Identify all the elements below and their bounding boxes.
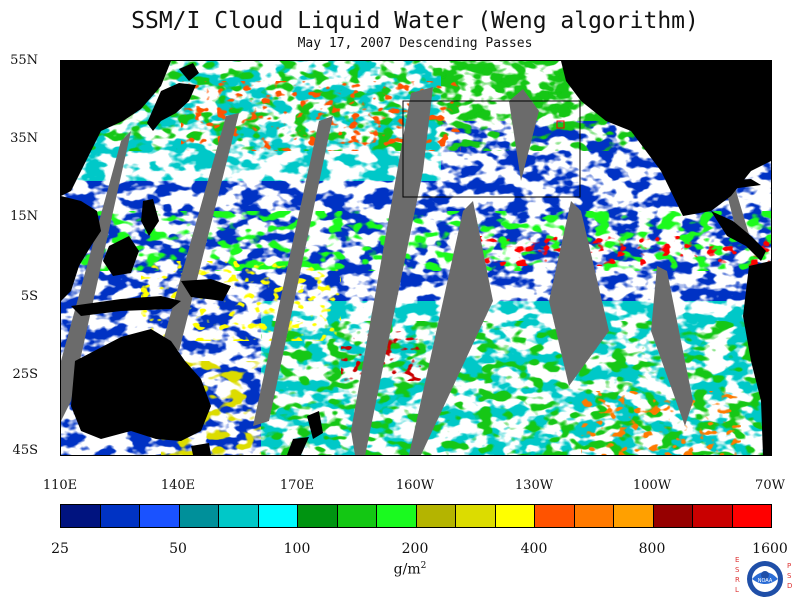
color-swatch (337, 505, 377, 527)
borneo-landmass (103, 236, 139, 276)
color-swatch (61, 505, 101, 527)
color-swatch (732, 505, 771, 527)
logo-letter: D (787, 582, 793, 590)
color-swatch (298, 505, 338, 527)
lat-label: 15N (10, 209, 38, 224)
land-masses (61, 61, 771, 455)
color-swatch (140, 505, 180, 527)
unit-label: g/m2 (393, 561, 427, 578)
lon-label: 170E (279, 478, 315, 493)
color-swatch (219, 505, 259, 527)
scale-label: 1600 (752, 541, 788, 557)
lon-label: 140E (160, 478, 196, 493)
lat-label: 25S (12, 367, 38, 382)
australia-landmass (71, 329, 211, 441)
logo-letter: S (787, 572, 792, 580)
logo-letter: S (735, 566, 740, 574)
lon-label: 130W (514, 478, 554, 493)
no-data-swaths (61, 87, 771, 455)
region-outline-box (402, 100, 581, 198)
color-swatch (653, 505, 693, 527)
central-america-landmass (711, 211, 766, 261)
svg-text:NOAA: NOAA (758, 578, 773, 584)
logo-letter: L (735, 586, 739, 594)
logo-letter: E (735, 556, 740, 564)
asia-landmass (61, 61, 171, 196)
scale-label: 800 (638, 541, 666, 557)
scale-label: 25 (51, 541, 69, 557)
color-scale-bar (60, 504, 772, 528)
scale-label: 200 (401, 541, 429, 557)
scale-label: 400 (520, 541, 548, 557)
logo-letter: P (787, 562, 792, 570)
scale-label: 50 (169, 541, 187, 557)
color-swatch (416, 505, 456, 527)
color-swatch (258, 505, 298, 527)
map-title: SSM/I Cloud Liquid Water (Weng algorithm… (131, 8, 699, 34)
south-america-landmass (743, 261, 771, 455)
color-swatch (456, 505, 496, 527)
noaa-logo-icon: NOAA (747, 561, 783, 597)
lat-label: 45S (12, 443, 38, 458)
color-swatch (693, 505, 733, 527)
lat-label: 35N (10, 131, 38, 146)
color-swatch (179, 505, 219, 527)
color-swatch (574, 505, 614, 527)
lon-label: 100W (632, 478, 672, 493)
lon-label: 110E (42, 478, 78, 493)
indochina-landmass (61, 196, 101, 301)
color-swatch (495, 505, 535, 527)
lon-label: 70W (755, 478, 785, 493)
lon-label: 160W (395, 478, 435, 493)
north-america-landmass (561, 61, 771, 216)
color-swatch (535, 505, 575, 527)
color-swatch (614, 505, 654, 527)
scale-label: 100 (283, 541, 311, 557)
new-zealand-landmass (307, 411, 323, 439)
lat-label: 55N (10, 53, 38, 68)
map-panel (60, 60, 772, 456)
cloud-water-map (61, 61, 771, 455)
color-swatch (377, 505, 417, 527)
color-swatch (100, 505, 140, 527)
lat-label: 5S (20, 289, 38, 304)
japan-landmass (147, 83, 196, 131)
logo-letter: R (735, 576, 740, 584)
station-marker (556, 120, 565, 129)
map-subtitle: May 17, 2007 Descending Passes (297, 36, 533, 51)
